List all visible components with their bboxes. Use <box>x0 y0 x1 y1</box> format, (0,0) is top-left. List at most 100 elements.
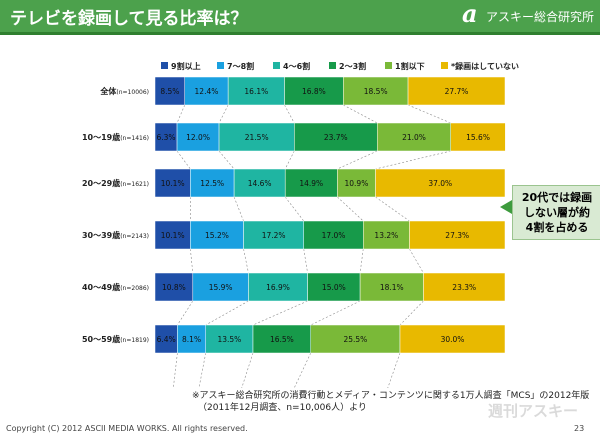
data-label: 15.6% <box>466 133 490 142</box>
bar-segment <box>409 220 506 250</box>
bar-segment <box>154 76 185 106</box>
header-bar: テレビを録画して見る比率は？ a アスキー総合研究所 <box>0 0 600 35</box>
bar-segment <box>176 122 220 152</box>
legend-swatch-4 <box>329 62 336 69</box>
connector-line <box>176 150 191 170</box>
data-label: 14.9% <box>299 179 323 188</box>
connector-line <box>284 150 295 170</box>
callout-line-1: 20代では録画 <box>521 191 593 204</box>
data-label: 8.1% <box>182 335 201 344</box>
data-label: 16.5% <box>270 335 294 344</box>
data-label: 16.1% <box>244 87 268 96</box>
connector-line <box>190 248 194 274</box>
data-label: 10.9% <box>345 179 369 188</box>
category-label-4: 30～39歳(n=2143) <box>82 230 149 240</box>
connector-line <box>310 300 361 326</box>
category-n-4: (n=2143) <box>120 233 149 240</box>
source-line-2: （2011年12月調査、n=10,006人）より <box>198 403 367 413</box>
bar-segment <box>190 220 244 250</box>
category-label-5: 40～49歳(n=2086) <box>82 282 149 292</box>
bar-segment <box>154 272 194 302</box>
data-label: 27.7% <box>445 87 469 96</box>
bar-segment <box>363 220 410 250</box>
category-n-1: (n=10006) <box>116 89 149 96</box>
source-line-1: ※アスキー総合研究所の消費行動とメディア・コンテンツに関する1万人調査「MCS」… <box>192 391 590 401</box>
connector-line <box>337 150 378 170</box>
bar-segment <box>243 220 305 250</box>
data-label: 30.0% <box>441 335 465 344</box>
bar-segment <box>177 324 206 354</box>
source-note: ※アスキー総合研究所の消費行動とメディア・コンテンツに関する1万人調査「MCS」… <box>192 390 589 414</box>
data-label: 15.0% <box>322 283 346 292</box>
category-n-3: (n=1621) <box>120 181 149 188</box>
data-label: 13.5% <box>217 335 241 344</box>
connector-line <box>218 150 235 170</box>
bar-segment <box>343 76 409 106</box>
data-label: 16.9% <box>266 283 290 292</box>
legend-label-2: 7～8割 <box>227 61 254 71</box>
data-label: 23.3% <box>452 283 476 292</box>
connector-line <box>284 196 304 222</box>
legend-label-4: 2～3割 <box>339 61 366 71</box>
data-label: 10.1% <box>161 179 185 188</box>
bar-segment <box>310 324 401 354</box>
category-n-2: (n=1416) <box>120 135 149 142</box>
connector-line <box>177 300 194 326</box>
page-number: 23 <box>574 424 585 433</box>
connector-line <box>375 196 410 222</box>
connector-line <box>387 352 401 388</box>
category-label-6: 50～59歳(n=1819) <box>82 334 149 344</box>
bar-segment <box>399 324 506 354</box>
legend-swatch-2 <box>217 62 224 69</box>
data-label: 15.2% <box>205 231 229 240</box>
copyright-footer: Copyright (C) 2012 ASCII MEDIA WORKS. Al… <box>6 424 248 433</box>
bar-segment <box>192 272 249 302</box>
data-label: 8.5% <box>160 87 179 96</box>
data-label: 18.1% <box>380 283 404 292</box>
data-label: 37.0% <box>428 179 452 188</box>
callout-line-3: 4割を占める <box>525 221 589 234</box>
bar-segment <box>154 168 191 198</box>
data-label: 21.5% <box>245 133 269 142</box>
data-label: 6.3% <box>156 133 175 142</box>
bar-segment <box>205 324 254 354</box>
connector-line <box>409 248 424 274</box>
connector-line <box>243 248 249 274</box>
watermark: 週刊アスキー <box>488 402 579 420</box>
data-label: 12.4% <box>195 87 219 96</box>
bar-segment <box>227 76 285 106</box>
bar-segment <box>423 272 506 302</box>
callout-line-2: しない層が約 <box>524 206 590 219</box>
bar-segment <box>184 76 229 106</box>
legend-label-1: 9割以上 <box>171 61 201 71</box>
bar-segment <box>248 272 308 302</box>
bar-segment <box>233 168 286 198</box>
bar-segment <box>252 324 311 354</box>
bar-segment <box>375 168 506 198</box>
category-n-6: (n=1819) <box>120 337 149 344</box>
connector-line <box>399 300 424 326</box>
connector-line <box>252 300 308 326</box>
connector-line <box>284 104 295 124</box>
data-label: 23.7% <box>324 133 348 142</box>
legend-swatch-5 <box>385 62 392 69</box>
data-label: 14.6% <box>248 179 272 188</box>
data-label: 15.9% <box>209 283 233 292</box>
data-label: 25.5% <box>343 335 367 344</box>
stacked-bar-chart: 9割以上 7～8割 4～6割 2～3割 1割以下 *録画はしていない全体(n=10006)… <box>82 61 519 388</box>
data-label: 21.0% <box>402 133 426 142</box>
callout-arrow-icon <box>500 200 512 214</box>
bar-segment <box>407 76 506 106</box>
connector-line <box>343 104 378 124</box>
connector-line <box>198 352 207 388</box>
connector-line <box>407 104 451 124</box>
bar-segment <box>450 122 506 152</box>
category-label-3: 20～29歳(n=1621) <box>82 178 149 188</box>
legend-swatch-6 <box>441 62 448 69</box>
data-label: 10.8% <box>162 283 186 292</box>
connector-line <box>303 248 308 274</box>
connector-line <box>293 352 312 388</box>
connector-line <box>359 248 364 274</box>
legend-swatch-3 <box>273 62 280 69</box>
connector-line <box>233 196 244 222</box>
